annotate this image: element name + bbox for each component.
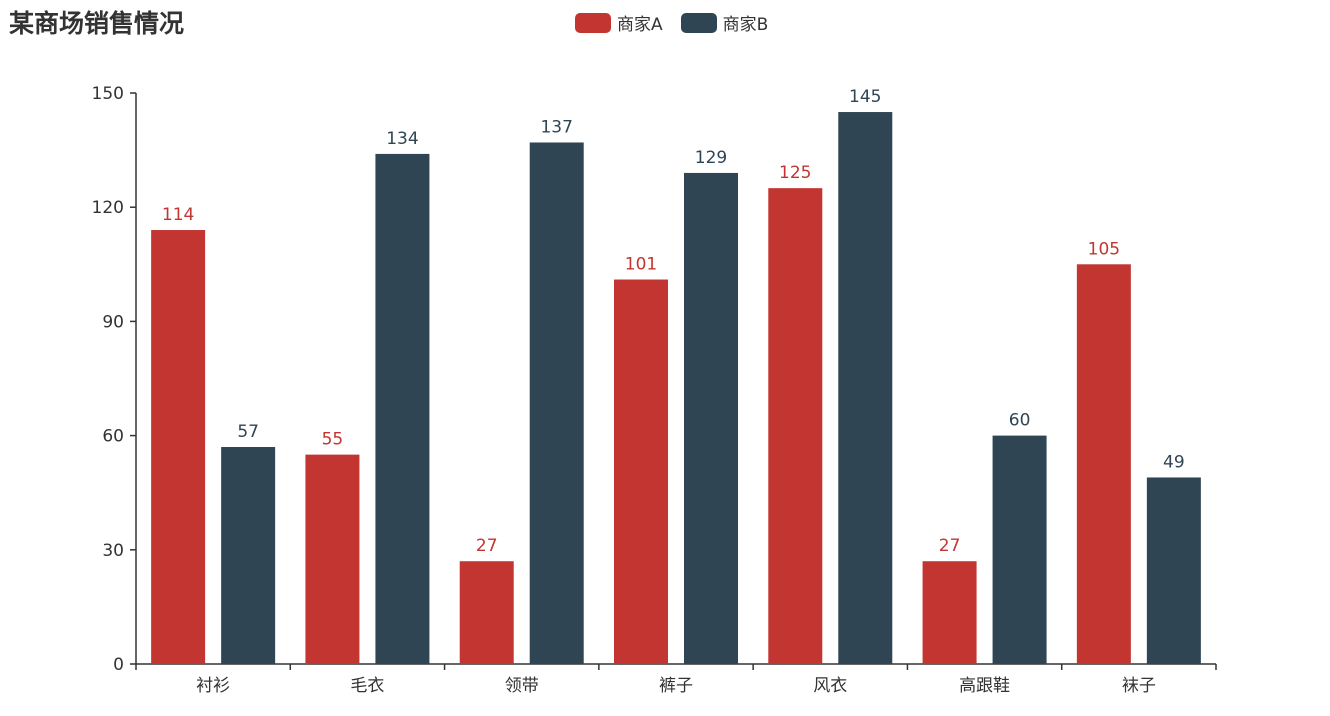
chart-title: 某商场销售情况	[9, 9, 185, 38]
bar-series-b-3	[684, 172, 738, 664]
bar-series-a-5	[922, 561, 977, 664]
x-tick-label-5: 高跟鞋	[959, 676, 1010, 696]
bar-series-b-4	[838, 112, 893, 665]
bar-series-a-4	[768, 188, 823, 664]
data-label-series-b-5: 60	[1009, 411, 1031, 431]
x-tick-label-2: 领带	[505, 676, 539, 696]
legend-item-series-a[interactable]: 商家A	[575, 10, 663, 35]
y-tick-label-2: 60	[102, 427, 124, 447]
legend-label-series-a: 商家A	[617, 15, 663, 35]
bar-series-b-5	[992, 435, 1047, 664]
data-label-series-b-6: 49	[1163, 452, 1185, 472]
legend-label-series-b: 商家B	[722, 15, 769, 35]
bar-series-a-6	[1076, 264, 1131, 664]
bar-series-a-0	[151, 230, 206, 665]
data-label-series-a-5: 27	[939, 536, 961, 556]
y-tick-label-3: 90	[102, 312, 124, 332]
bar-series-a-3	[614, 279, 668, 664]
data-label-series-a-0: 114	[162, 205, 194, 225]
x-tick-label-6: 袜子	[1122, 676, 1156, 696]
data-label-series-b-3: 129	[695, 148, 727, 168]
bar-series-a-2	[459, 561, 514, 664]
bar-series-b-1	[375, 153, 430, 664]
data-label-series-a-1: 55	[322, 430, 344, 450]
data-label-series-a-4: 125	[779, 163, 811, 183]
x-tick-label-4: 风衣	[813, 676, 847, 696]
y-tick-label-5: 150	[92, 84, 124, 104]
legend: 商家A 商家B	[575, 10, 768, 35]
legend-swatch-series-b	[680, 12, 717, 33]
x-tick-label-3: 裤子	[659, 676, 693, 696]
data-label-series-a-3: 101	[625, 255, 657, 275]
legend-swatch-series-a	[575, 12, 611, 33]
data-label-series-b-1: 134	[386, 129, 418, 149]
x-tick-label-0: 衬衫	[196, 676, 230, 696]
y-tick-label-0: 0	[113, 655, 124, 675]
data-label-series-a-2: 27	[476, 536, 498, 556]
bar-series-b-6	[1146, 477, 1201, 664]
data-label-series-b-2: 137	[540, 117, 572, 137]
bar-series-a-1	[305, 454, 360, 664]
data-label-series-b-4: 145	[849, 87, 881, 107]
x-tick-label-1: 毛衣	[350, 676, 384, 696]
y-tick-label-1: 30	[102, 541, 124, 561]
bar-series-b-2	[529, 142, 584, 664]
legend-item-series-b[interactable]: 商家B	[680, 10, 769, 35]
data-label-series-a-6: 105	[1088, 239, 1120, 259]
y-tick-label-4: 120	[92, 198, 124, 218]
data-label-series-b-0: 57	[237, 422, 259, 442]
bar-series-b-0	[221, 447, 276, 664]
